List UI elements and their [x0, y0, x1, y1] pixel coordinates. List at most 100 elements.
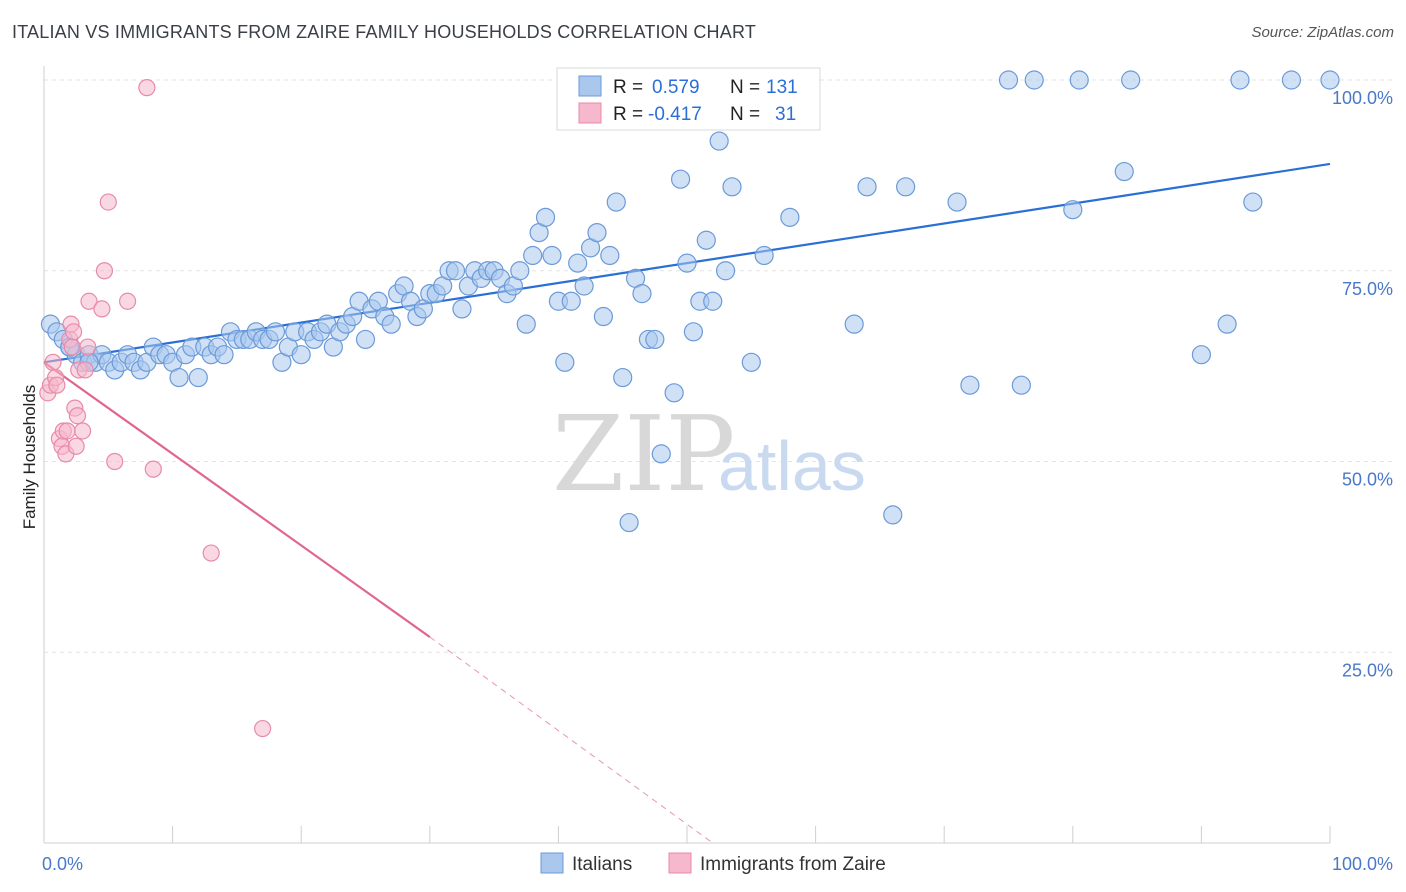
legend-r-label-2: R = [613, 104, 643, 125]
italians-point-27 [214, 345, 234, 365]
x-tick-label-100: 100.0% [1332, 854, 1393, 874]
y-tick-label-50: 50.0% [1342, 470, 1393, 490]
zaire-point-24 [99, 193, 117, 211]
italians-point-95 [651, 444, 671, 464]
legend-n-label-1: N = [730, 77, 760, 98]
legend-r-value-2: -0.417 [648, 104, 702, 125]
italians-point-23 [188, 367, 208, 388]
zaire-point-16 [68, 407, 87, 425]
italians-point-128 [1320, 70, 1340, 90]
italians-point-49 [355, 329, 376, 350]
zaire-point-19 [76, 361, 94, 379]
italians-point-63 [445, 261, 466, 281]
italians-point-92 [632, 284, 652, 304]
italians-point-119 [1063, 200, 1083, 220]
italians-point-87 [600, 245, 620, 266]
italians-point-75 [523, 245, 543, 266]
italians-point-88 [606, 192, 626, 212]
italians-point-99 [683, 322, 704, 342]
italians-point-82 [568, 253, 588, 273]
italians-point-121 [1114, 161, 1134, 182]
legend: R = 0.579 N = 131 R = -0.417 N = 31 [556, 67, 821, 131]
italians-point-89 [613, 367, 633, 388]
italians-point-126 [1243, 192, 1263, 212]
y-tick-label-25: 25.0% [1342, 660, 1393, 680]
zaire-point-13 [64, 323, 83, 341]
italians-point-108 [754, 245, 774, 266]
zaire-point-18 [73, 422, 92, 440]
italians-point-77 [535, 207, 556, 227]
italians-point-64 [452, 299, 472, 319]
italians-point-114 [947, 192, 967, 212]
italians-point-20 [169, 367, 189, 388]
axes [43, 66, 1331, 844]
italians-point-109 [780, 207, 800, 227]
italians-point-124 [1217, 314, 1237, 334]
italians-point-39 [291, 345, 311, 365]
watermark-atlas: atlas [718, 427, 866, 505]
y-axis-label: Family Households [20, 385, 39, 530]
grid-lines [44, 79, 1395, 653]
legend-n-value-1: 131 [766, 77, 798, 98]
italians-point-111 [857, 177, 877, 197]
italians-point-107 [741, 352, 761, 372]
italians-point-73 [510, 261, 530, 281]
italians-point-105 [722, 177, 742, 197]
italians-point-35 [265, 322, 286, 342]
italians-point-102 [703, 291, 723, 311]
series-legend: Italians Immigrants from Zaire [540, 852, 886, 875]
zaire-point-29 [202, 544, 220, 562]
legend-n-value-2: 31 [775, 104, 796, 125]
y-tick-label-100: 100.0% [1332, 88, 1393, 108]
series-legend-swatch-zaire [668, 852, 692, 874]
x-tick-labels: 0.0% 100.0% [42, 854, 1393, 874]
data-points [39, 70, 1340, 738]
italians-point-97 [670, 169, 691, 189]
watermark: ZIP atlas [552, 393, 866, 515]
series-legend-swatch-italians [540, 852, 564, 874]
legend-n-label-2: N = [730, 104, 760, 125]
y-tick-labels: 25.0% 50.0% 75.0% 100.0% [1332, 88, 1393, 680]
italians-point-127 [1281, 70, 1302, 90]
italians-point-81 [561, 291, 581, 311]
zaire-point-28 [144, 460, 162, 478]
italians-point-110 [844, 314, 864, 334]
zaire-point-22 [93, 300, 111, 318]
italians-point-98 [677, 253, 697, 273]
zaire-point-20 [79, 338, 97, 356]
zaire-point-12 [63, 338, 81, 356]
zaire-point-4 [48, 376, 66, 394]
zaire-point-23 [95, 262, 114, 280]
y-tick-label-75: 75.0% [1342, 279, 1393, 299]
italians-point-101 [696, 230, 716, 250]
zaire-point-9 [58, 422, 76, 440]
italians-point-117 [1011, 375, 1031, 395]
zaire-trend-line [43, 361, 431, 638]
italians-point-74 [516, 314, 536, 334]
zaire-point-25 [106, 452, 124, 471]
italians-point-118 [1024, 70, 1044, 90]
italians-point-125 [1230, 70, 1250, 90]
series-legend-italians: Italians [572, 854, 632, 875]
italians-point-122 [1121, 70, 1141, 90]
zaire-point-30 [254, 719, 272, 738]
legend-r-value-1: 0.579 [652, 77, 700, 98]
italians-point-113 [896, 177, 916, 197]
legend-swatch-italians [578, 75, 602, 97]
legend-r-label-1: R = [613, 77, 643, 98]
zaire-point-15 [67, 437, 85, 455]
watermark-zip: ZIP [552, 393, 735, 515]
italians-point-112 [883, 505, 903, 525]
italians-point-78 [542, 245, 562, 266]
chart-title: ITALIAN VS IMMIGRANTS FROM ZAIRE FAMILY … [12, 22, 757, 42]
italians-point-86 [593, 306, 614, 327]
italians-point-83 [574, 276, 594, 296]
x-tick-label-0: 0.0% [42, 854, 83, 874]
italians-point-96 [664, 383, 684, 403]
zaire-point-21 [80, 292, 98, 310]
zaire-point-26 [118, 292, 137, 310]
series-legend-zaire: Immigrants from Zaire [700, 854, 886, 875]
italians-point-116 [998, 70, 1019, 90]
italians-point-85 [587, 223, 607, 243]
italians-point-104 [715, 261, 736, 281]
